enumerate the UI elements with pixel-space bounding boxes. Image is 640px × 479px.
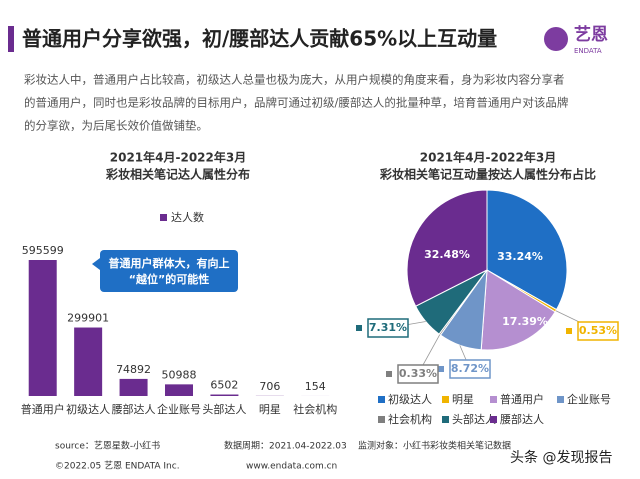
x-tick-label: 普通用户 (21, 402, 65, 416)
label-marker (386, 371, 392, 377)
value-label: 33.24% (497, 250, 543, 263)
x-tick-label: 头部达人 (202, 402, 246, 416)
legend-swatch (378, 416, 385, 423)
x-tick-label: 社会机构 (293, 402, 337, 416)
legend-label: 腰部达人 (500, 412, 544, 426)
legend-label: 明星 (452, 393, 474, 406)
label-box (367, 318, 409, 338)
value-label: 299901 (67, 312, 109, 325)
legend-swatch (378, 396, 385, 403)
x-tick-label: 明星 (259, 403, 281, 416)
callout-pointer (92, 258, 100, 270)
legend-label: 达人数 (171, 211, 204, 224)
legend-swatch (557, 396, 564, 403)
value-label: 50988 (162, 368, 197, 381)
bar (165, 384, 193, 396)
chart-title: 2021年4月-2022年3月 (420, 150, 556, 165)
value-label: 0.53% (579, 324, 617, 337)
legend-swatch (490, 416, 497, 423)
paragraph-line: 的普通用户，同时也是彩妆品牌的目标用户，品牌可通过初级/腰部达人的批量种草，培育… (24, 96, 568, 110)
logo-text: 艺恩 (574, 24, 608, 45)
value-label: 706 (259, 380, 280, 393)
value-label: 74892 (116, 363, 151, 376)
logo-icon (544, 27, 568, 51)
footer-scope: 监测对象：小红书彩妆类相关笔记数据 (358, 440, 511, 452)
bar (74, 327, 103, 396)
label-box (449, 359, 491, 379)
legend-swatch (442, 396, 449, 403)
value-label: 17.39% (502, 315, 548, 328)
x-tick-label: 初级达人 (66, 402, 110, 416)
legend-label: 企业账号 (567, 392, 611, 406)
footer-source: source：艺恩星数-小红书 (55, 440, 160, 452)
pie-slice (486, 189, 568, 311)
value-label: 32.48% (424, 248, 470, 261)
pie-slice (480, 269, 556, 351)
legend-label: 初级达人 (388, 392, 432, 406)
title-bar (8, 26, 14, 52)
pie-slice (406, 189, 488, 307)
callout (100, 250, 238, 292)
legend-label: 社会机构 (388, 412, 432, 426)
legend-label: 普通用户 (500, 392, 544, 406)
bar (28, 260, 57, 396)
bar (119, 378, 148, 396)
chart-title: 2021年4月-2022年3月 (110, 150, 246, 165)
legend-label: 头部达人 (452, 412, 496, 426)
label-marker (566, 328, 572, 334)
footer-period: 数据周期：2021.04-2022.03 (224, 440, 347, 452)
bar (210, 394, 239, 396)
value-label: 6502 (210, 379, 238, 392)
label-box (577, 321, 619, 341)
paragraph-line: 的分享欲，为后尾长效价值做铺垫。 (24, 119, 208, 133)
value-label: 8.72% (451, 362, 489, 375)
value-label: 154 (305, 380, 326, 393)
legend-swatch (442, 416, 449, 423)
paragraph-line: 彩妆达人中，普通用户占比较高，初级达人总量也极为庞大，从用户规模的角度来看，身为… (24, 73, 565, 87)
logo-sub: ENDATA (574, 47, 602, 55)
annotation: “越位”的可能性 (129, 272, 209, 286)
value-label: 595599 (22, 244, 64, 257)
value-label: 0.33% (399, 367, 437, 380)
annotation: 普通用户群体大，有向上 (109, 256, 230, 270)
watermark: 头条 @发现报告 (510, 449, 612, 466)
page-title: 普通用户分享欲强，初/腰部达人贡献65%以上互动量 (22, 27, 497, 51)
label-marker (438, 366, 444, 372)
chart-subtitle: 彩妆相关笔记互动量按达人属性分布占比 (379, 167, 596, 182)
label-box (397, 364, 439, 384)
label-marker (356, 325, 362, 331)
footer-copyright: ©2022.05 艺恩 ENDATA Inc. (55, 461, 180, 472)
legend-swatch (490, 396, 497, 403)
footer-site: www.endata.com.cn (246, 462, 337, 472)
x-tick-label: 企业账号 (157, 402, 201, 416)
chart-subtitle: 彩妆相关笔记达人属性分布 (105, 167, 250, 182)
legend-swatch (160, 214, 167, 221)
value-label: 7.31% (369, 321, 407, 334)
x-tick-label: 腰部达人 (112, 402, 156, 416)
